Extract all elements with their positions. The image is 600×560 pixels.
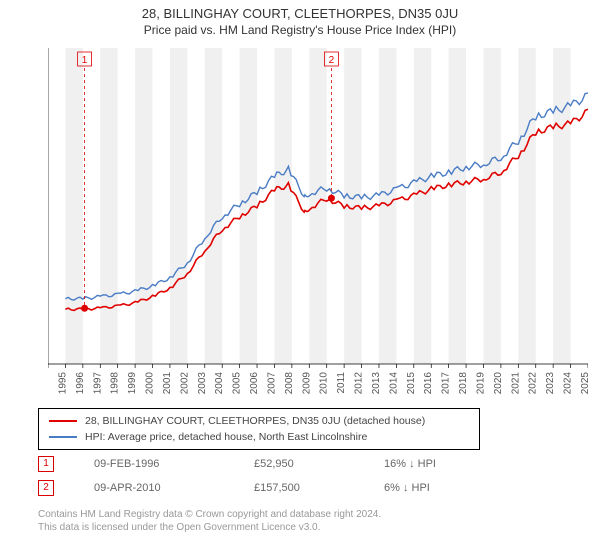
- svg-text:2007: 2007: [266, 372, 277, 395]
- svg-text:1998: 1998: [110, 372, 121, 395]
- marker-badge: 2: [38, 480, 54, 496]
- svg-text:2002: 2002: [179, 372, 190, 395]
- svg-text:2005: 2005: [232, 372, 243, 395]
- footnote-line: This data is licensed under the Open Gov…: [38, 521, 381, 534]
- svg-text:1999: 1999: [127, 372, 138, 395]
- svg-text:2000: 2000: [145, 372, 156, 395]
- svg-text:2018: 2018: [458, 372, 469, 395]
- svg-text:2010: 2010: [319, 372, 330, 395]
- legend-label: 28, BILLINGHAY COURT, CLEETHORPES, DN35 …: [85, 415, 425, 427]
- table-row: 2 09-APR-2010 £157,500 6% ↓ HPI: [38, 476, 484, 500]
- svg-text:2001: 2001: [162, 372, 173, 395]
- legend-swatch: [49, 420, 77, 422]
- titles: 28, BILLINGHAY COURT, CLEETHORPES, DN35 …: [0, 0, 600, 37]
- svg-text:1997: 1997: [92, 372, 103, 395]
- marker-hpi: 6% ↓ HPI: [384, 482, 484, 494]
- marker-table: 1 09-FEB-1996 £52,950 16% ↓ HPI 2 09-APR…: [38, 452, 484, 500]
- svg-text:2014: 2014: [388, 372, 399, 395]
- svg-text:1: 1: [82, 55, 88, 66]
- table-row: 1 09-FEB-1996 £52,950 16% ↓ HPI: [38, 452, 484, 476]
- svg-text:2020: 2020: [493, 372, 504, 395]
- plot-area: £0£50K£100K£150K£200K£250K£300K199419951…: [48, 46, 588, 396]
- svg-text:2004: 2004: [214, 372, 225, 395]
- svg-text:2015: 2015: [406, 372, 417, 395]
- svg-text:2008: 2008: [284, 372, 295, 395]
- svg-text:2013: 2013: [371, 372, 382, 395]
- svg-text:2011: 2011: [336, 372, 347, 394]
- marker-price: £157,500: [254, 482, 344, 494]
- svg-text:2: 2: [329, 55, 335, 66]
- svg-text:2017: 2017: [441, 372, 452, 395]
- svg-text:2021: 2021: [510, 372, 521, 395]
- chart-container: 28, BILLINGHAY COURT, CLEETHORPES, DN35 …: [0, 0, 600, 560]
- svg-text:2012: 2012: [354, 372, 365, 395]
- legend-label: HPI: Average price, detached house, Nort…: [85, 431, 367, 443]
- svg-text:2023: 2023: [545, 372, 556, 395]
- svg-text:2009: 2009: [301, 372, 312, 395]
- marker-date: 09-FEB-1996: [94, 458, 214, 470]
- marker-price: £52,950: [254, 458, 344, 470]
- legend-swatch: [49, 436, 77, 438]
- legend-row: 28, BILLINGHAY COURT, CLEETHORPES, DN35 …: [49, 413, 469, 429]
- svg-text:2025: 2025: [580, 372, 588, 395]
- marker-date: 09-APR-2010: [94, 482, 214, 494]
- footnote-line: Contains HM Land Registry data © Crown c…: [38, 508, 381, 521]
- svg-text:1994: 1994: [48, 372, 51, 395]
- svg-text:2006: 2006: [249, 372, 260, 395]
- svg-text:2016: 2016: [423, 372, 434, 395]
- svg-text:2024: 2024: [563, 372, 574, 395]
- svg-text:2022: 2022: [528, 372, 539, 395]
- legend-row: HPI: Average price, detached house, Nort…: [49, 429, 469, 445]
- svg-text:2003: 2003: [197, 372, 208, 395]
- title-address: 28, BILLINGHAY COURT, CLEETHORPES, DN35 …: [0, 6, 600, 21]
- legend: 28, BILLINGHAY COURT, CLEETHORPES, DN35 …: [38, 408, 480, 450]
- svg-text:1995: 1995: [57, 372, 68, 395]
- svg-text:1996: 1996: [75, 372, 86, 395]
- svg-text:2019: 2019: [475, 372, 486, 395]
- marker-badge: 1: [38, 456, 54, 472]
- footnote: Contains HM Land Registry data © Crown c…: [38, 508, 381, 534]
- marker-hpi: 16% ↓ HPI: [384, 458, 484, 470]
- chart-svg: £0£50K£100K£150K£200K£250K£300K199419951…: [48, 46, 588, 396]
- title-subtitle: Price paid vs. HM Land Registry's House …: [0, 23, 600, 37]
